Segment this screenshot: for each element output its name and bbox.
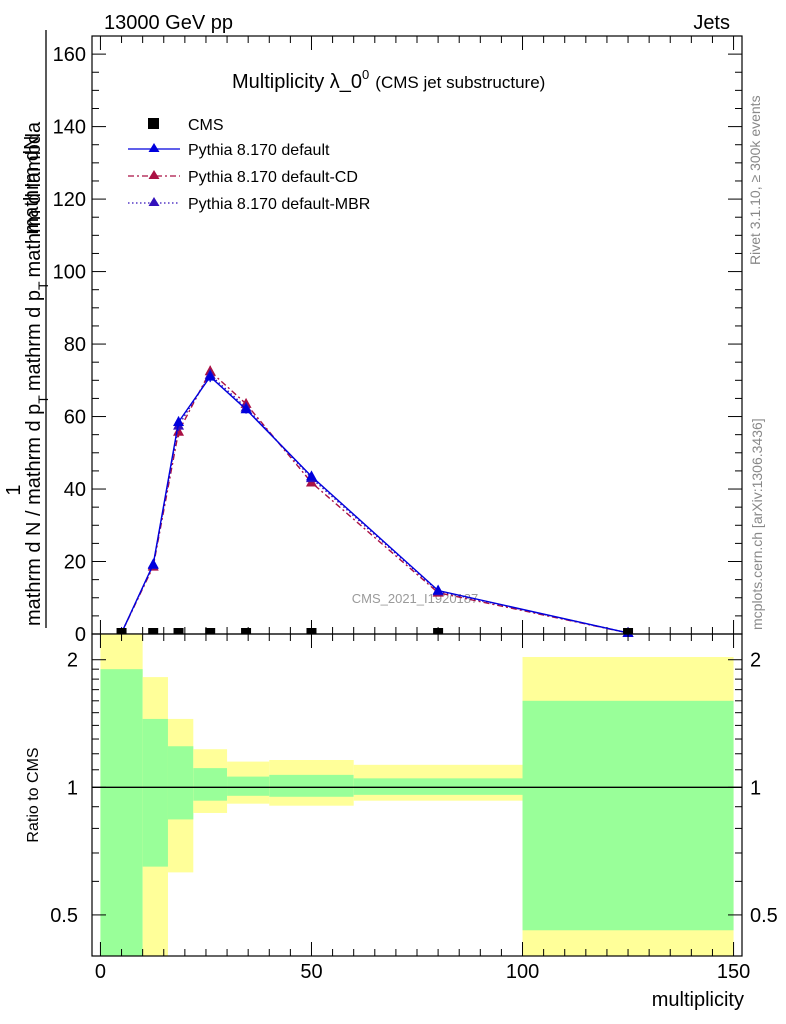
cms-data-point: [205, 628, 216, 634]
main-y-tick-label: 160: [53, 44, 86, 66]
main-axes: 0 20 40 60 80 100 120 140 160: [53, 35, 742, 646]
x-tick-label: 100: [506, 961, 539, 983]
cms-data-point: [623, 628, 634, 634]
main-y-tick-label: 120: [53, 189, 86, 211]
main-y-tick-label: 20: [64, 552, 86, 574]
ratio-inner-band: [167, 746, 194, 820]
series-default-point: [173, 415, 185, 426]
series-default-line: [120, 375, 629, 634]
rivet-prefix: Rivet 3.1.10,: [747, 183, 763, 266]
plot-title-suffix: (CMS jet substructure): [375, 73, 545, 92]
series-default-point: [204, 370, 216, 381]
main-y-tick-label: 140: [53, 117, 86, 139]
ratio-inner-band: [193, 768, 228, 801]
cms-data-point: [433, 628, 444, 634]
ratio-inner-band: [269, 774, 354, 797]
legend-default-label: Pythia 8.170 default: [188, 142, 330, 159]
ratio-y-tick-label-right: 1: [750, 777, 761, 799]
cms-data-point: [241, 628, 252, 634]
legend-mbr-label: Pythia 8.170 default-MBR: [188, 196, 370, 213]
x-tick-label: 0: [95, 961, 106, 983]
ratio-y-tick-label: 1: [67, 777, 78, 799]
main-y-tick-label: 60: [64, 407, 86, 429]
ratio-inner-band: [353, 778, 523, 795]
ylabel-one: 1: [3, 484, 25, 495]
x-tick-label: 50: [300, 961, 322, 983]
header-energy-label: 13000 GeV pp: [104, 12, 233, 34]
main-y-tick-label: 40: [64, 479, 86, 501]
ratio-y-tick-label: 0.5: [50, 905, 78, 927]
legend-cms-label: CMS: [188, 117, 224, 134]
ratio-inner-band: [100, 669, 143, 956]
cms-data-point: [116, 628, 127, 634]
ylabel-den-part-a: mathrm d N / mathrm d pTmathrm d pTmathr…: [23, 121, 51, 626]
legend-default-marker: [148, 143, 160, 152]
cms-data-point: [173, 628, 184, 634]
main-y-axis-label: 1 mathrm dN mathrm d N / mathrm d pTmath…: [3, 30, 51, 628]
cms-data-point: [148, 628, 159, 634]
series-cd-line: [120, 370, 629, 634]
ratio-bands: [92, 634, 742, 956]
series-default-point: [305, 470, 317, 481]
legend-cms-marker: [148, 118, 159, 129]
main-y-tick-label: 100: [53, 262, 86, 284]
main-data-layer: [116, 365, 634, 637]
ylabel-den-b: mathrm d p: [23, 290, 45, 391]
ylabel-numerator: mathrm dN: [21, 136, 43, 235]
series-default-point: [147, 558, 159, 569]
ratio-y-axis-label: Ratio to CMS: [25, 747, 42, 842]
cms-data-point: [306, 628, 317, 634]
plot-title-sup: 0: [362, 67, 369, 82]
legend-mbr-marker: [148, 197, 160, 206]
analysis-watermark: CMS_2021_I1920187: [352, 591, 479, 606]
main-y-tick-label: 0: [75, 624, 86, 646]
series-default-point: [240, 403, 252, 414]
rivet-suffix: 300k events: [747, 95, 763, 174]
ylabel-den-c: mathrm d lambda: [23, 121, 45, 277]
ratio-inner-band: [227, 776, 270, 796]
ratio-y-tick-label-right: 2: [750, 650, 761, 672]
mcplots-label: mcplots.cern.ch [arXiv:1306.3436]: [749, 418, 765, 630]
ylabel-den-a-sub: T: [35, 395, 51, 404]
x-tick-label: 150: [717, 961, 750, 983]
ylabel-den-b-sub: T: [35, 281, 51, 290]
plot-title-main: Multiplicity λ_0: [232, 71, 362, 93]
plot-title: Multiplicity λ_00 (CMS jet substructure): [232, 67, 545, 93]
ratio-y-tick-label-right: 0.5: [750, 905, 778, 927]
ratio-axes: 0.5 0.5 1 1 2 2 0 50 100 150: [50, 634, 778, 983]
header-jets-label: Jets: [693, 12, 730, 34]
ratio-y-tick-label: 2: [67, 650, 78, 672]
legend-cd-marker: [148, 170, 160, 179]
main-y-tick-label: 80: [64, 334, 86, 356]
ratio-inner-band: [142, 718, 168, 867]
ylabel-den-a: mathrm d N / mathrm d p: [23, 404, 45, 626]
x-axis-label: multiplicity: [652, 989, 744, 1011]
ratio-inner-band: [522, 700, 734, 931]
series-default-point: [432, 584, 444, 595]
legend-cd-label: Pythia 8.170 default-CD: [188, 169, 358, 186]
rivet-ge: ≥: [747, 175, 763, 183]
legend: CMS Pythia 8.170 default Pythia 8.170 de…: [128, 117, 370, 213]
series-mbr-line: [120, 373, 629, 634]
rivet-version-label: Rivet 3.1.10, ≥ 300k events: [747, 95, 763, 265]
